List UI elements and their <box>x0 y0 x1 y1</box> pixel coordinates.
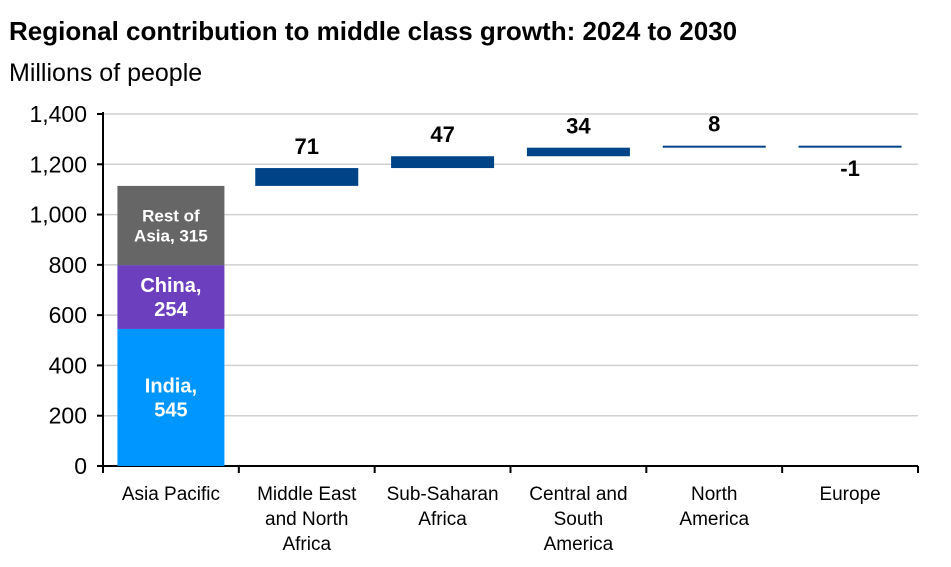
bar-increment <box>255 168 359 186</box>
bar-segment-china <box>117 265 225 329</box>
data-label: 71 <box>295 134 319 159</box>
bar-increment <box>662 145 766 148</box>
bar-segment-rest-of-asia <box>117 185 225 266</box>
y-tick-label: 1,400 <box>29 101 87 127</box>
segment-label: 254 <box>154 299 188 321</box>
x-category-label: America <box>679 509 749 530</box>
bar-increment <box>798 145 902 148</box>
x-category-label: America <box>544 534 614 555</box>
x-category-label: Middle East <box>257 484 357 505</box>
x-category-label: South <box>554 509 604 530</box>
x-category-label: Africa <box>418 509 467 530</box>
data-label: 34 <box>566 114 591 139</box>
data-label: 8 <box>708 112 720 137</box>
y-tick-label: 800 <box>49 252 87 278</box>
y-tick-label: 0 <box>74 453 87 479</box>
bar-increment <box>391 156 495 169</box>
chart-subtitle: Millions of people <box>9 59 203 87</box>
segment-label: Rest of <box>142 206 200 225</box>
bar-segment-india <box>117 328 225 466</box>
x-category-label: Africa <box>282 534 331 555</box>
segment-label: 545 <box>154 399 187 421</box>
y-tick-label: 600 <box>49 302 87 328</box>
x-category-label: and North <box>265 509 348 530</box>
chart-title: Regional contribution to middle class gr… <box>9 16 738 46</box>
segment-label: India, <box>145 375 197 397</box>
x-category-label: Asia Pacific <box>122 484 220 505</box>
bar-increment <box>526 147 630 157</box>
data-label: -1 <box>840 156 860 181</box>
x-category-label: Sub-Saharan <box>387 484 499 505</box>
y-tick-label: 400 <box>49 352 87 378</box>
x-category-label: North <box>691 484 737 505</box>
y-tick-label: 1,000 <box>29 202 87 228</box>
segment-label: Asia, 315 <box>134 227 208 246</box>
x-category-label: Europe <box>819 484 880 505</box>
y-tick-label: 1,200 <box>29 151 87 177</box>
y-tick-label: 200 <box>49 403 87 429</box>
segment-label: China, <box>140 275 201 297</box>
data-label: 47 <box>430 122 454 147</box>
x-category-label: Central and <box>529 484 627 505</box>
